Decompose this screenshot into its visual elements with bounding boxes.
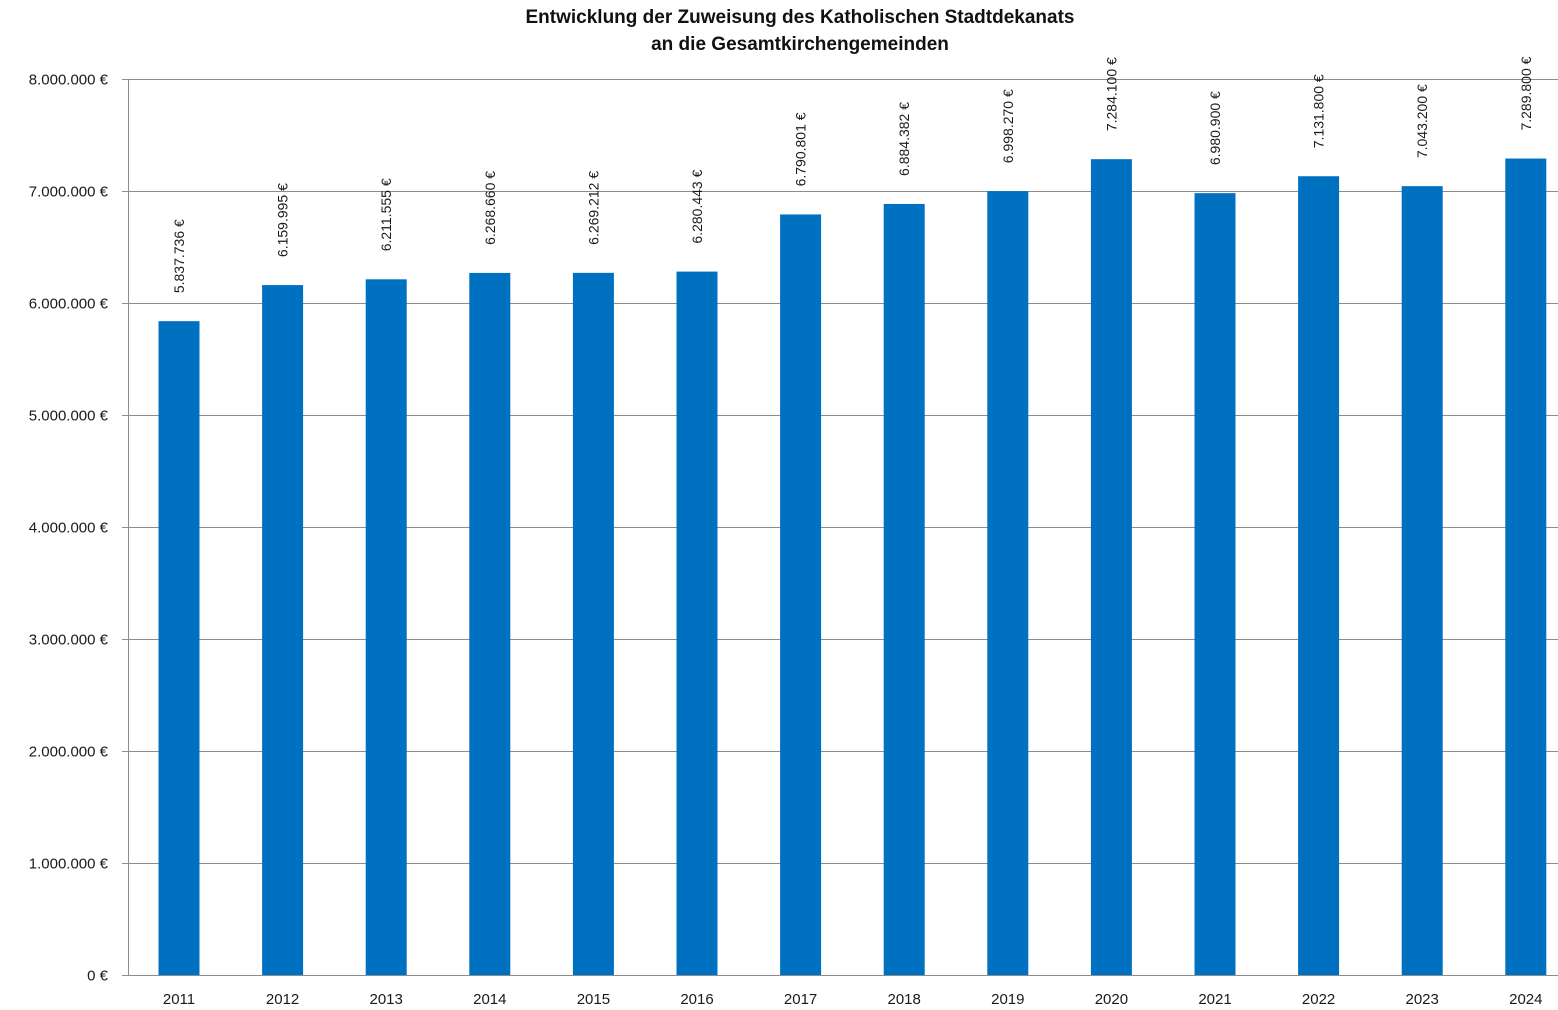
bar-2021: [1194, 193, 1236, 975]
bar-2023: [1401, 186, 1443, 975]
bar-2017: [780, 214, 822, 975]
y-tick-label: 4.000.000 €: [29, 520, 109, 537]
chart-title-line-1: Entwicklung der Zuweisung des Katholisch…: [526, 7, 1075, 28]
data-label-2017: 6.790.801 €: [793, 112, 809, 186]
x-tick-label: 2021: [1198, 991, 1231, 1008]
data-label-2022: 7.131.800 €: [1311, 74, 1327, 148]
y-tick-label: 0 €: [87, 968, 109, 985]
x-tick-label: 2011: [163, 991, 195, 1008]
y-tick-label: 3.000.000 €: [29, 632, 109, 649]
x-tick-label: 2024: [1509, 991, 1542, 1008]
x-tick-label: 2016: [680, 991, 713, 1008]
bar-2016: [676, 271, 718, 975]
data-labels: 5.837.736 € 6.159.995 € 6.211.555 € 6.268.6…: [171, 56, 1534, 293]
y-tick-label: 2.000.000 €: [29, 744, 109, 761]
x-tick-label: 2014: [473, 991, 506, 1008]
x-axis: 2011 2012 2013 2014 2015 2016 2017 2018 2019 2020…: [128, 975, 1558, 1008]
data-label-2013: 6.211.555 €: [378, 178, 394, 251]
y-tick-label: 1.000.000 €: [29, 856, 109, 873]
data-label-2014: 6.268.660 €: [482, 171, 498, 245]
x-tick-label: 2020: [1095, 991, 1128, 1008]
gridlines: [128, 79, 1558, 864]
bar-2022: [1298, 176, 1340, 975]
data-label-2015: 6.269.212 €: [585, 171, 601, 245]
bar-2011: [158, 321, 200, 975]
bar-2018: [883, 203, 925, 975]
y-tick-label: 7.000.000 €: [29, 184, 109, 201]
data-label-2021: 6.980.900 €: [1207, 91, 1223, 165]
y-tick-label: 5.000.000 €: [29, 408, 109, 425]
data-label-2016: 6.280.443 €: [689, 169, 705, 243]
bars: [158, 158, 1547, 976]
bar-2015: [572, 272, 614, 975]
x-tick-label: 2015: [577, 991, 610, 1008]
data-label-2011: 5.837.736 €: [171, 219, 187, 293]
bar-2013: [365, 279, 407, 975]
chart-title: Entwicklung der Zuweisung des Katholisch…: [526, 7, 1075, 55]
x-tick-label: 2019: [991, 991, 1024, 1008]
data-label-2023: 7.043.200 €: [1414, 84, 1430, 158]
bar-2014: [469, 272, 511, 975]
y-tick-label: 6.000.000 €: [29, 296, 109, 313]
x-tick-label: 2017: [784, 991, 817, 1008]
x-tick-label: 2022: [1302, 991, 1335, 1008]
x-tick-label: 2013: [370, 991, 403, 1008]
bar-2024: [1505, 158, 1547, 975]
bar-2020: [1090, 159, 1132, 976]
chart-title-line-2: an die Gesamtkirchengemeinden: [651, 34, 949, 55]
data-label-2020: 7.284.100 €: [1103, 57, 1119, 131]
data-label-2019: 6.998.270 €: [1000, 89, 1016, 163]
x-tick-label: 2018: [888, 991, 921, 1008]
bar-2012: [262, 285, 304, 975]
data-label-2018: 6.884.382 €: [896, 102, 912, 176]
data-label-2024: 7.289.800 €: [1518, 56, 1534, 130]
y-tick-label: 8.000.000 €: [29, 72, 109, 89]
y-axis: 0 € 1.000.000 € 2.000.000 € 3.000.000 € 4.00…: [29, 72, 129, 985]
bar-2019: [987, 191, 1029, 976]
data-label-2012: 6.159.995 €: [275, 183, 291, 257]
x-tick-label: 2023: [1406, 991, 1439, 1008]
x-tick-label: 2012: [266, 991, 299, 1008]
